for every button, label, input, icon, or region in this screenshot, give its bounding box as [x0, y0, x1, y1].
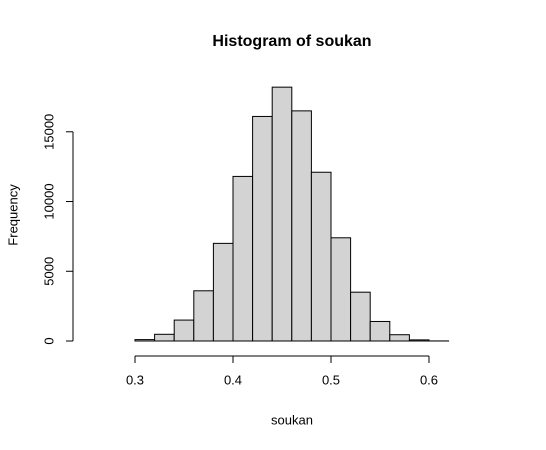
bar — [330, 237, 352, 342]
bar — [350, 291, 371, 342]
bar — [408, 339, 430, 342]
bar — [291, 110, 312, 342]
y-tick-label: 15000 — [41, 114, 56, 150]
bar — [252, 115, 273, 342]
y-tick-label: 5000 — [41, 257, 56, 286]
x-axis-label: soukan — [271, 412, 313, 427]
bar — [271, 86, 293, 342]
x-tick-label: 0.6 — [420, 372, 438, 387]
y-axis-label: Frequency — [5, 184, 20, 246]
y-tick-label: 0 — [41, 337, 56, 344]
bar — [212, 242, 234, 342]
bar — [389, 334, 410, 342]
bar — [173, 319, 195, 342]
bar — [232, 175, 254, 342]
bar — [154, 333, 175, 342]
bar — [193, 290, 214, 342]
bar — [310, 171, 332, 342]
x-tick-label: 0.3 — [126, 372, 144, 387]
bar — [134, 339, 156, 342]
bar — [369, 320, 391, 342]
y-tick-label: 10000 — [41, 183, 56, 219]
x-tick-label: 0.4 — [224, 372, 242, 387]
x-tick-label: 0.5 — [322, 372, 340, 387]
chart-title: Histogram of soukan — [212, 33, 371, 50]
